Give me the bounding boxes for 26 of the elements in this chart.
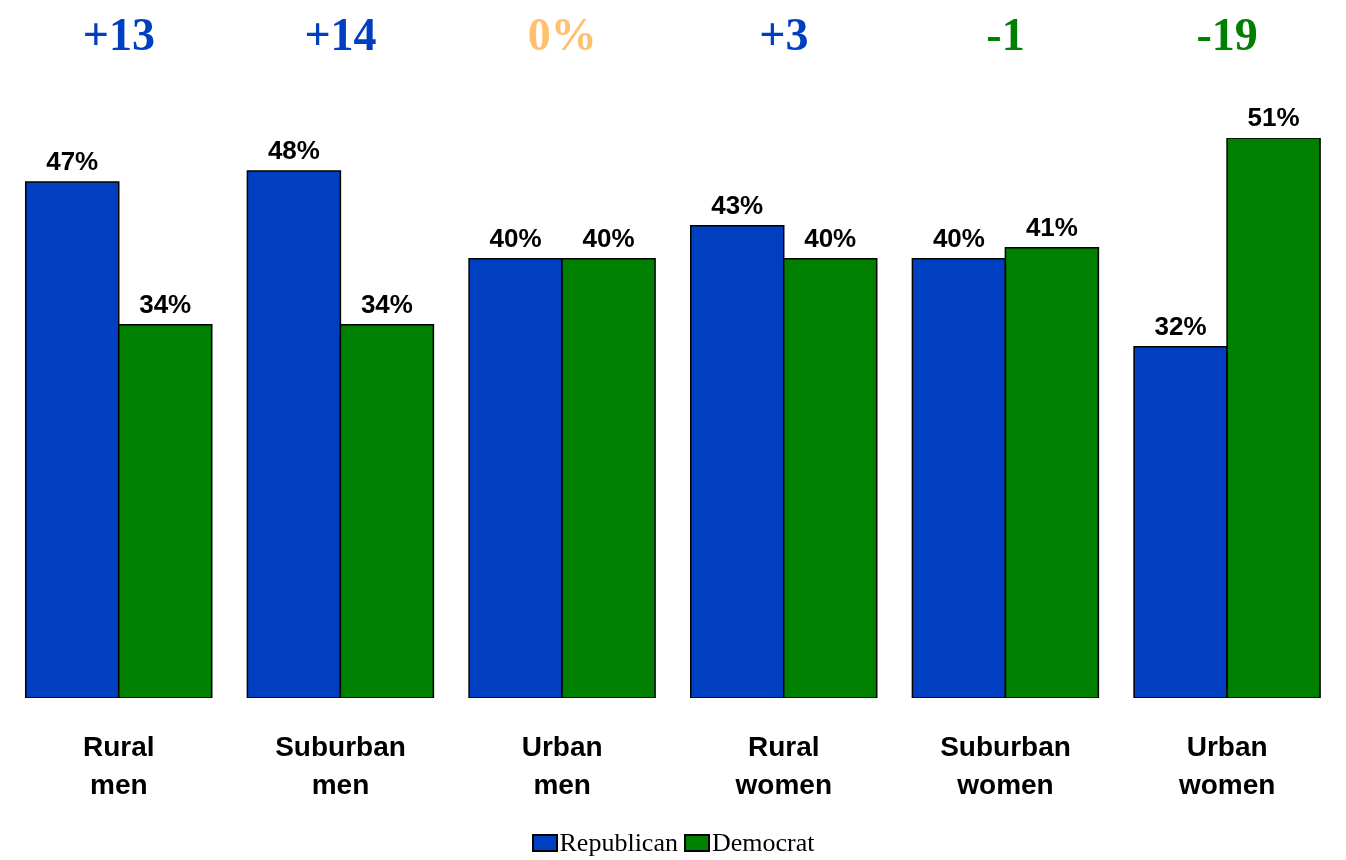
data-label: 48% [267,134,320,165]
text: +3 [758,8,810,62]
x-tick-label: Urban men [521,731,603,800]
data-label: 43% [711,189,764,220]
data-label: 34% [139,288,192,319]
x-tick-label: Suburban men [275,731,406,800]
text: +13 [81,8,156,62]
x-tick-label: Urban women [1177,731,1276,800]
data-label: 34% [360,288,413,319]
data-label: 40% [489,222,542,253]
data-label: 41% [1025,211,1078,242]
data-label: 32% [1154,310,1207,341]
text: -1 [985,8,1026,62]
x-tick-label: Rural women [734,731,833,800]
text: +14 [303,8,378,62]
x-tick-label: Suburban women [940,731,1071,800]
legend-label: Republican [559,828,678,858]
x-tick-label: Rural men [83,731,155,800]
text: 0% [526,8,598,62]
data-label: 51% [1247,102,1300,132]
legend-label: Democrat [711,828,815,858]
data-label: 40% [932,222,985,253]
text: -19 [1195,8,1259,62]
data-label: 47% [46,145,99,176]
data-label: 40% [804,222,857,253]
data-label: 40% [582,222,635,253]
